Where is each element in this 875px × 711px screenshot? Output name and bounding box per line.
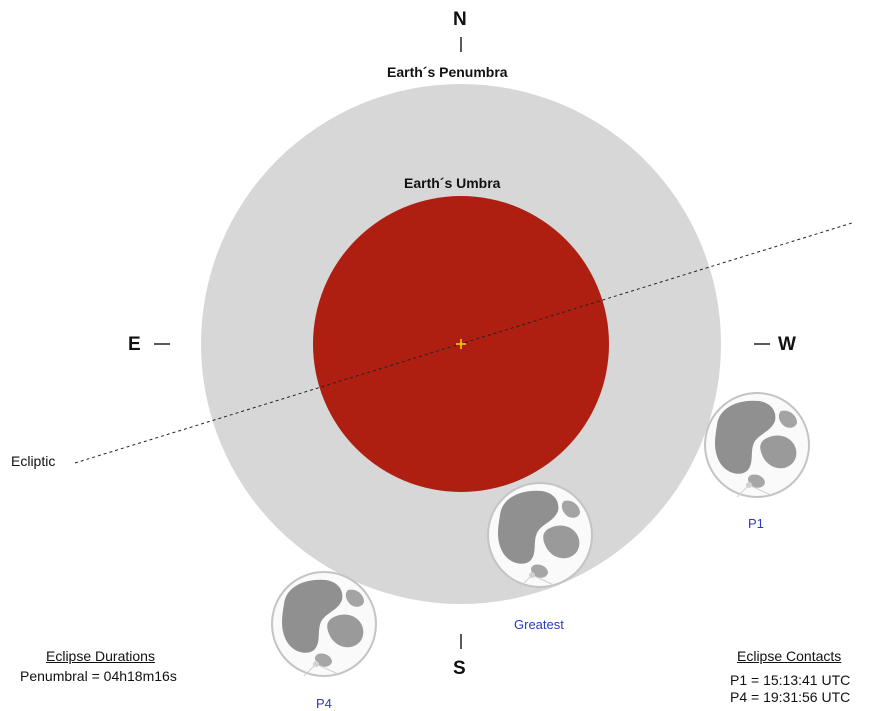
ecliptic-label: Ecliptic [11, 453, 56, 469]
umbra-label: Earth´s Umbra [404, 175, 501, 191]
contacts-heading: Eclipse Contacts [737, 648, 842, 664]
contact-p4: P4 = 19:31:56 UTC [730, 689, 851, 705]
durations-heading: Eclipse Durations [46, 648, 155, 664]
greatest-label: Greatest [514, 617, 564, 632]
p4-label: P4 [316, 696, 332, 711]
east-label: E [128, 334, 141, 355]
penumbral-duration: Penumbral = 04h18m16s [20, 668, 177, 684]
penumbra-label: Earth´s Penumbra [387, 64, 508, 80]
moon-p1 [704, 392, 810, 498]
shadow-center-marker [456, 339, 466, 349]
south-label: S [453, 658, 466, 679]
moon-greatest [487, 482, 593, 588]
west-label: W [778, 334, 796, 355]
north-label: N [453, 9, 467, 30]
p1-label: P1 [748, 516, 764, 531]
contact-p1: P1 = 15:13:41 UTC [730, 672, 851, 688]
moon-p4 [271, 571, 377, 677]
